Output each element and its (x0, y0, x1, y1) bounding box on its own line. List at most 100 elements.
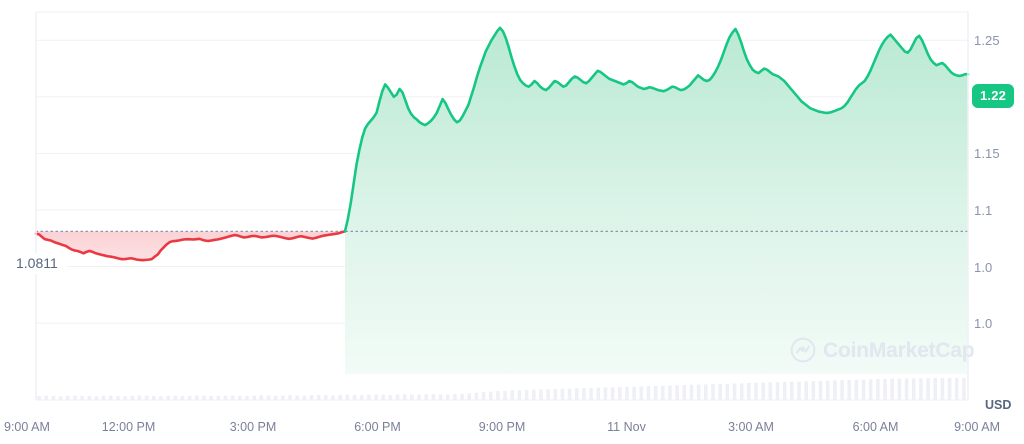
volume-bar (754, 382, 758, 400)
volume-bar (711, 384, 715, 400)
volume-bar (438, 394, 443, 400)
volume-bar (488, 391, 493, 400)
volume-bar (359, 395, 364, 400)
volume-bar (202, 395, 206, 400)
volume-bar (574, 388, 579, 400)
volume-bar (682, 385, 687, 400)
x-axis-tick-label: 11 Nov (607, 420, 646, 434)
x-axis-tick-label: 9:00 AM (954, 420, 1000, 434)
volume-bar (467, 393, 472, 400)
volume-bar (718, 383, 722, 400)
volume-bar (316, 394, 321, 400)
volume-bar (266, 395, 271, 400)
currency-unit-label: USD (985, 398, 1012, 412)
volume-bar (675, 385, 679, 400)
volume-bar (252, 395, 256, 400)
volume-bar (238, 395, 242, 400)
volume-bar (553, 389, 558, 400)
volume-bar (345, 394, 350, 400)
area-fill-down (36, 231, 345, 261)
price-line-down-path (34, 230, 347, 262)
x-axis-tick-label: 9:00 AM (4, 420, 50, 434)
axis-border (35, 12, 969, 400)
volume-bar (603, 387, 608, 400)
volume-bar (94, 396, 99, 400)
volume-bar (582, 388, 586, 400)
volume-bar (653, 385, 658, 400)
volume-bar (87, 396, 92, 400)
volume-bar (639, 386, 644, 400)
volume-bar (230, 395, 235, 400)
volume-bars (37, 378, 966, 400)
volume-bar (331, 395, 335, 400)
volume-bar (309, 395, 314, 400)
volume-bar (44, 395, 49, 400)
volume-bar (288, 395, 292, 400)
price-line-up-path (343, 26, 970, 233)
volume-bar (152, 396, 156, 400)
volume-bar (503, 390, 507, 400)
volume-bar (245, 396, 249, 400)
volume-bar (732, 383, 737, 400)
volume-bar (123, 396, 127, 400)
volume-bar (388, 394, 393, 400)
volume-bar (453, 394, 457, 400)
volume-bar (883, 378, 887, 400)
x-axis-tick-label: 6:00 PM (354, 420, 401, 434)
volume-bar (861, 379, 866, 400)
volume-bar (911, 378, 916, 400)
volume-bar (610, 387, 615, 400)
x-axis-tick-label: 9:00 PM (478, 420, 526, 434)
current-price-badge[interactable]: 1.22 (972, 84, 1015, 108)
volume-bar (840, 380, 844, 400)
volume-bar (689, 384, 694, 400)
volume-bar (524, 389, 529, 400)
volume-bar (517, 390, 522, 400)
volume-bar (919, 378, 923, 400)
volume-bar (395, 394, 400, 400)
volume-bar (173, 395, 178, 400)
volume-bar (589, 387, 593, 400)
volume-bar (510, 390, 515, 400)
volume-bar (804, 381, 808, 400)
volume-bar (424, 394, 429, 400)
volume-bar (209, 396, 213, 400)
price-line-down (34, 230, 347, 262)
volume-bar (954, 378, 959, 400)
area-fill-up-shape (345, 27, 968, 375)
volume-bar (876, 379, 880, 400)
volume-bar (775, 382, 780, 400)
volume-bar (474, 392, 479, 400)
volume-bar (560, 388, 565, 400)
volume-bar (567, 388, 572, 400)
volume-bar (37, 396, 41, 400)
volume-bar (825, 380, 830, 400)
volume-bar (65, 396, 70, 400)
volume-bar (947, 378, 952, 400)
volume-bar (661, 385, 665, 400)
price-line-up (343, 26, 970, 233)
volume-bar (725, 383, 730, 400)
x-axis-tick-label: 12:00 PM (101, 420, 156, 434)
volume-bar (273, 395, 278, 400)
volume-bar (646, 386, 651, 400)
volume-bar (295, 395, 299, 400)
volume-bar (108, 395, 113, 400)
volume-bar (890, 378, 895, 400)
volume-bar (897, 378, 902, 400)
volume-bar (402, 394, 407, 400)
volume-bar (101, 395, 106, 400)
volume-bar (302, 395, 307, 400)
volume-bar (668, 385, 672, 400)
x-axis-tick-label: 3:00 PM (229, 420, 277, 434)
volume-bar (51, 395, 56, 400)
volume-bar (539, 389, 543, 400)
volume-bar (696, 384, 701, 400)
volume-bar (259, 395, 264, 400)
volume-bar (367, 394, 371, 400)
volume-bar (904, 378, 909, 400)
volume-bar (116, 396, 120, 400)
volume-bar (460, 393, 464, 400)
